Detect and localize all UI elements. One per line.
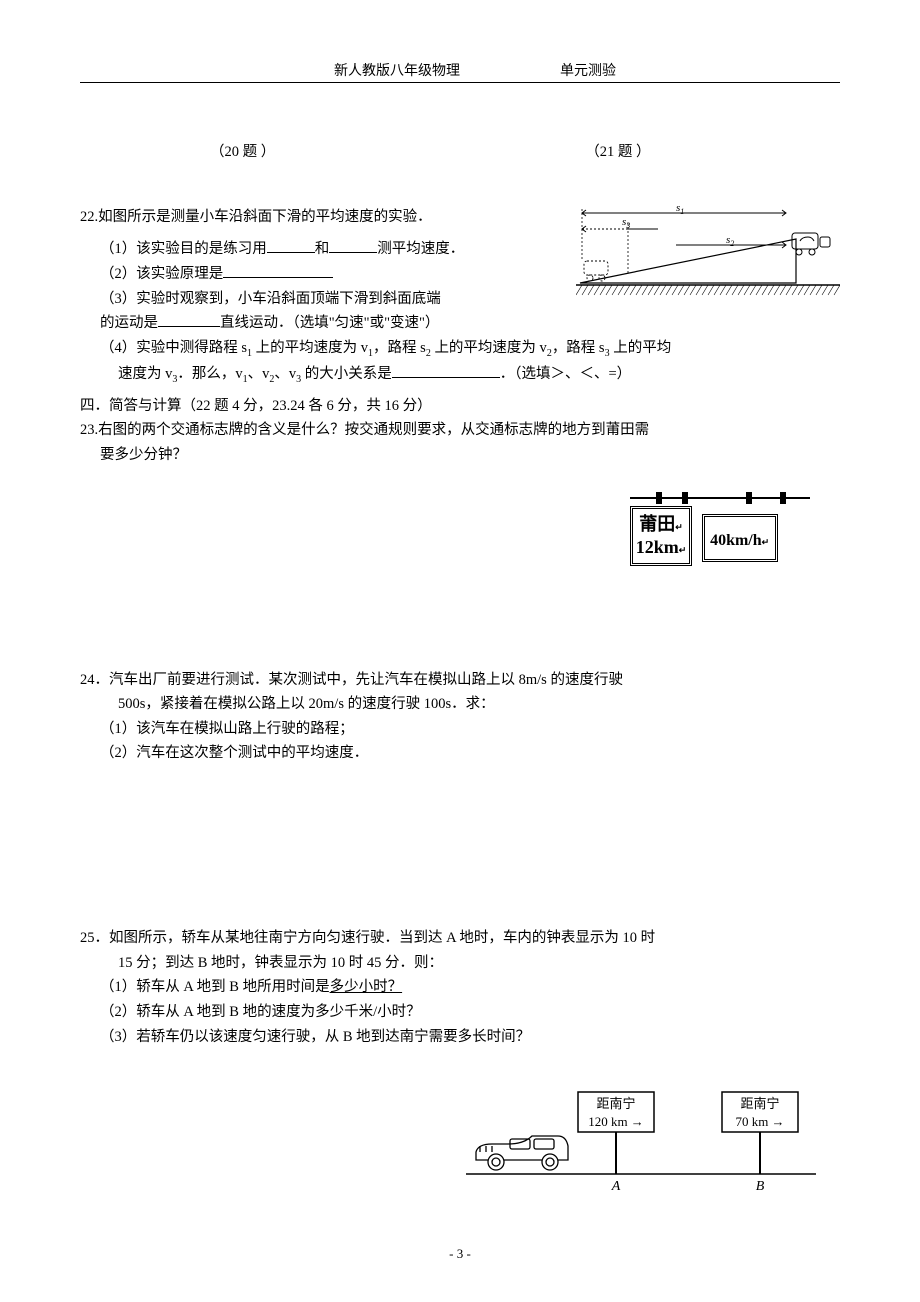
q24-line1: 24．汽车出厂前要进行测试．某次测试中，先让汽车在模拟山路上以 8m/s 的速度… xyxy=(80,668,840,693)
svg-text:70 km →: 70 km → xyxy=(735,1114,784,1129)
header-left: 新人教版八年级物理 xyxy=(334,60,460,80)
q22: s1 s3 s2 22.如图所示是测量小车沿斜面下滑的平均速度的实验． （1）该… xyxy=(80,205,840,388)
section4-heading: 四．简答与计算（22 题 4 分，23.24 各 6 分，共 16 分） xyxy=(80,394,840,419)
q22-p3b-row: 的运动是 直线运动．（选填"匀速"或"变速"） xyxy=(80,311,840,336)
svg-text:距南宁: 距南宁 xyxy=(740,1096,779,1111)
q22-p4-line1: （4）实验中测得路程 s1 上的平均速度为 v1，路程 s2 上的平均速度为 v… xyxy=(80,336,840,362)
blank xyxy=(329,237,377,253)
blank xyxy=(267,237,315,253)
q24-p1: （1）该汽车在模拟山路上行驶的路程； xyxy=(80,717,840,742)
sign-a: 距南宁 120 km → A xyxy=(578,1092,654,1194)
q25-line2: 15 分；到达 B 地时，钟表显示为 10 时 45 分．则： xyxy=(80,951,840,976)
blank xyxy=(392,362,500,378)
blank xyxy=(158,311,220,327)
sign-mount-bar xyxy=(630,492,810,508)
q23-signs: 莆田↵ 12km↵ 40km/h↵ xyxy=(630,500,810,578)
svg-text:B: B xyxy=(756,1179,765,1194)
blank xyxy=(223,262,333,278)
q22-p3c: 直线运动．（选填"匀速"或"变速"） xyxy=(220,315,439,331)
q24-line2: 500s，紧接着在模拟公路上以 20m/s 的速度行驶 100s．求： xyxy=(80,692,840,717)
svg-text:距南宁: 距南宁 xyxy=(596,1096,635,1111)
q22-incline-diagram: s1 s3 s2 xyxy=(576,203,840,299)
q25-p2: （2）轿车从 A 地到 B 地的速度为多少千米/小时？ xyxy=(80,1000,840,1025)
label-q21: （21 题 ） xyxy=(585,140,650,165)
s3-label: s3 xyxy=(622,216,630,230)
q22-p4-line2: 速度为 v3．那么，v1、v2、v3 的大小关系是．（选填＞、＜、=） xyxy=(80,362,840,388)
q24-p2: （2）汽车在这次整个测试中的平均速度． xyxy=(80,741,840,766)
question-labels-row: （20 题 ） （21 题 ） xyxy=(80,140,840,165)
page-header: 新人教版八年级物理 单元测验 xyxy=(80,60,840,83)
q25-p3: （3）若轿车仍以该速度匀速行驶，从 B 地到达南宁需要多长时间？ xyxy=(80,1025,840,1050)
q25-diagram: 距南宁 120 km → A 距南宁 70 km → B xyxy=(466,1080,816,1200)
q23-line1: 23.右图的两个交通标志牌的含义是什么？按交通规则要求，从交通标志牌的地方到莆田… xyxy=(80,418,840,443)
q22-p1c: 测平均速度． xyxy=(377,241,464,257)
svg-text:A: A xyxy=(611,1179,621,1194)
q22-p3b: 的运动是 xyxy=(100,315,158,331)
q23-line2: 要多少分钟？ xyxy=(80,443,840,468)
q22-p1a: （1）该实验目的是练习用 xyxy=(100,241,267,257)
s1-label: s1 xyxy=(676,203,684,216)
sign-putian: 莆田↵ 12km↵ xyxy=(630,506,692,566)
q22-p2a: （2）该实验原理是 xyxy=(100,266,223,282)
page-number: - 3 - xyxy=(0,1246,920,1262)
q25-line1: 25．如图所示，轿车从某地往南宁方向匀速行驶．当到达 A 地时，车内的钟表显示为… xyxy=(80,926,840,951)
q25-p1-underlined: 多少小时？ xyxy=(330,979,403,995)
q22-p1b: 和 xyxy=(315,241,330,257)
header-right: 单元测验 xyxy=(560,60,616,80)
sign-b: 距南宁 70 km → B xyxy=(722,1092,798,1194)
svg-text:120 km →: 120 km → xyxy=(588,1114,644,1129)
q25-p1: （1）轿车从 A 地到 B 地所用时间是多少小时？ xyxy=(80,975,840,1000)
s2-label: s2 xyxy=(726,234,734,248)
main-content: （20 题 ） （21 题 ） xyxy=(80,140,840,1049)
label-q20: （20 题 ） xyxy=(210,140,275,165)
sign-speed: 40km/h↵ xyxy=(702,514,778,562)
